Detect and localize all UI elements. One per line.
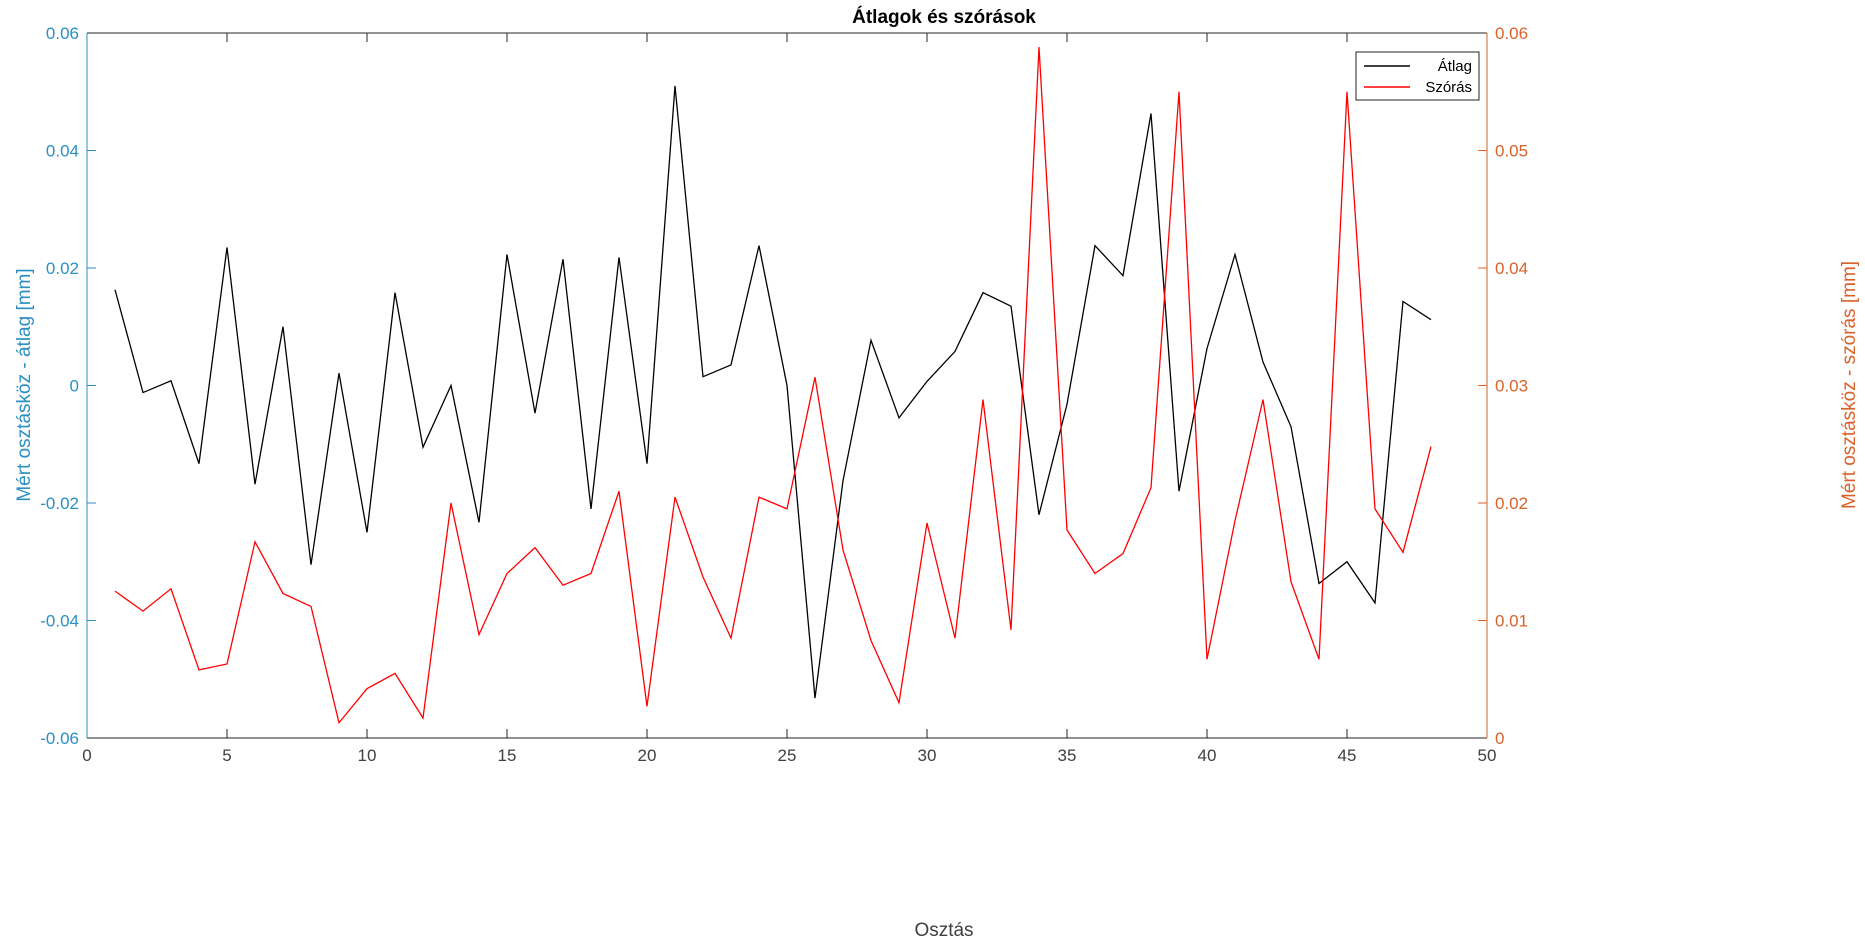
y-left-tick-label: 0.06 — [46, 24, 79, 43]
axes-frame — [86, 32, 1488, 739]
y-left-tick-label: 0.02 — [46, 259, 79, 278]
y-right-axis-label: Mért osztásköz - szórás [mm] — [1839, 261, 1860, 509]
x-tick-label: 25 — [778, 746, 797, 765]
legend-label-szoras: Szórás — [1425, 79, 1472, 96]
legend-label-atlag: Átlag — [1438, 58, 1472, 75]
x-tick-label: 45 — [1338, 746, 1357, 765]
y-left-axis-label: Mért osztásköz - átlag [mm] — [14, 268, 35, 501]
series-layer — [114, 47, 1432, 725]
x-tick-label: 0 — [82, 746, 91, 765]
y-left-tick-label: -0.06 — [40, 729, 79, 748]
y-right-tick-label: 0.01 — [1495, 612, 1528, 631]
y-right-tick-label: 0 — [1495, 729, 1504, 748]
chart-title: Átlagok és szórások — [852, 6, 1036, 28]
legend: Átlag Szórás — [1355, 51, 1480, 101]
x-tick-label: 15 — [498, 746, 517, 765]
x-axis-label: Osztás — [914, 920, 973, 941]
x-tick-label: 5 — [222, 746, 231, 765]
x-tick-label: 50 — [1478, 746, 1497, 765]
y-left-tick-label: 0.04 — [46, 142, 79, 161]
y-left-tick-label: -0.02 — [40, 494, 79, 513]
x-tick-label: 10 — [358, 746, 377, 765]
y-left-tick-label: -0.04 — [40, 612, 79, 631]
y-right-tick-label: 0.04 — [1495, 259, 1528, 278]
ticks-layer: 0 5 10 15 20 25 30 35 40 45 50 -0.06 -0.04 -0.02 0 0.02… — [40, 24, 1528, 765]
series-line-szoras — [114, 47, 1432, 725]
y-left-tick-label: 0 — [70, 377, 79, 396]
y-right-tick-label: 0.06 — [1495, 24, 1528, 43]
series-line-atlag — [114, 85, 1432, 699]
x-tick-label: 20 — [638, 746, 657, 765]
x-tick-label: 35 — [1058, 746, 1077, 765]
y-right-tick-label: 0.03 — [1495, 377, 1528, 396]
legend-box — [1355, 51, 1480, 101]
y-right-tick-label: 0.05 — [1495, 142, 1528, 161]
x-tick-label: 40 — [1198, 746, 1217, 765]
x-tick-label: 30 — [918, 746, 937, 765]
y-right-tick-label: 0.02 — [1495, 494, 1528, 513]
